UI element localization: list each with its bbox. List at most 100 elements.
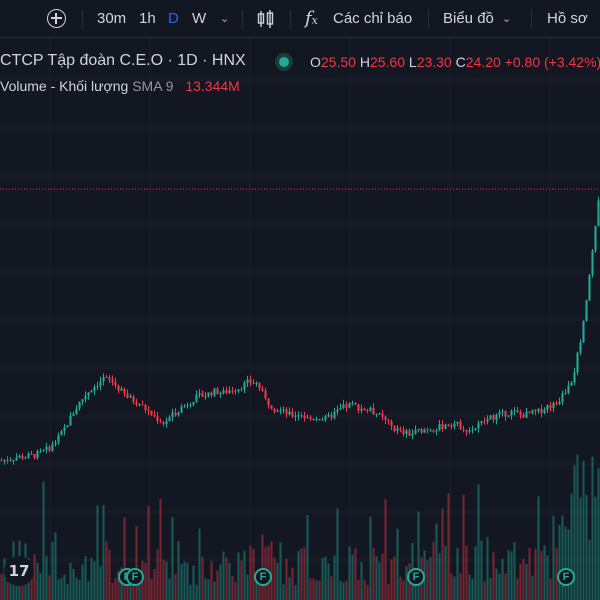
- chevron-down-icon[interactable]: ⌄: [220, 13, 230, 25]
- volume-bar: [144, 562, 147, 600]
- candle-body: [543, 409, 546, 414]
- candle-body: [597, 200, 600, 227]
- candle-body: [294, 415, 297, 417]
- volume-bar: [66, 584, 69, 600]
- market-status-dot: [279, 57, 289, 67]
- candle-body: [480, 421, 483, 424]
- volume-bar: [594, 496, 597, 600]
- volume-bar: [384, 499, 387, 600]
- candle-body: [345, 404, 348, 408]
- event-marker[interactable]: F: [254, 568, 272, 586]
- volume-bar: [21, 578, 24, 600]
- candle-body: [363, 408, 366, 411]
- candle-body: [27, 453, 30, 458]
- volume-bar: [78, 580, 81, 600]
- chart-menu-button[interactable]: Biểu đồ: [443, 10, 494, 27]
- candle-body: [360, 408, 363, 411]
- candle-body: [180, 406, 183, 413]
- candle-body: [459, 421, 462, 430]
- event-marker-label: F: [412, 571, 420, 583]
- candle-body: [264, 390, 267, 399]
- candle-body: [579, 342, 582, 353]
- event-marker[interactable]: F: [126, 568, 144, 586]
- volume-bar: [285, 558, 288, 600]
- candle-body: [150, 410, 153, 415]
- candle-body: [333, 411, 336, 418]
- candle-body: [111, 379, 114, 383]
- candle-body: [24, 457, 27, 459]
- interval-d-button[interactable]: D: [168, 10, 179, 27]
- candlestick-icon[interactable]: [257, 0, 275, 38]
- candle-body: [540, 408, 543, 414]
- volume-bar: [75, 577, 78, 600]
- volume-bar: [543, 545, 546, 600]
- price-chart[interactable]: [0, 38, 600, 600]
- candle-body: [159, 421, 162, 423]
- volume-label[interactable]: Volume - Khối lượng: [0, 78, 129, 94]
- profile-button[interactable]: Hồ sơ: [547, 10, 588, 27]
- volume-bar: [450, 573, 453, 600]
- candle-body: [429, 430, 432, 432]
- candle-body: [246, 379, 249, 383]
- volume-bar: [129, 577, 132, 600]
- volume-bar: [183, 561, 186, 600]
- volume-bar: [48, 575, 51, 600]
- candle-body: [135, 402, 138, 405]
- volume-bar: [36, 562, 39, 600]
- candle-body: [462, 429, 465, 431]
- volume-bar: [261, 534, 264, 600]
- event-marker[interactable]: F: [407, 568, 425, 586]
- symbol-title[interactable]: CTCP Tập đoàn C.E.O · 1D · HNX: [0, 52, 246, 69]
- volume-bar: [180, 564, 183, 600]
- volume-bar: [219, 564, 222, 600]
- candle-body: [273, 408, 276, 412]
- candle-body: [132, 396, 135, 403]
- volume-bar: [507, 550, 510, 600]
- candle-body: [381, 413, 384, 417]
- interval-1h-button[interactable]: 1h: [139, 10, 156, 27]
- candle-body: [453, 423, 456, 427]
- volume-bar: [105, 541, 108, 600]
- candle-body: [252, 382, 255, 384]
- chevron-down-icon[interactable]: ⌄: [502, 13, 512, 25]
- candle-body: [588, 274, 591, 301]
- event-marker[interactable]: F: [557, 568, 575, 586]
- low-label: L: [408, 54, 417, 70]
- candle-body: [327, 414, 330, 417]
- volume-bar: [414, 579, 417, 600]
- volume-bar: [492, 552, 495, 600]
- volume-bar: [360, 561, 363, 600]
- volume-bar: [336, 508, 339, 600]
- volume-bar: [204, 578, 207, 600]
- volume-bar: [375, 556, 378, 600]
- plus-circle-icon[interactable]: [47, 9, 66, 28]
- candle-body: [465, 429, 468, 432]
- candle-body: [504, 410, 507, 417]
- candle-body: [99, 381, 102, 387]
- volume-bar: [162, 559, 165, 600]
- tradingview-logo[interactable]: 17: [4, 556, 34, 586]
- candle-body: [270, 405, 273, 409]
- candle-body: [372, 407, 375, 415]
- candle-body: [483, 421, 486, 423]
- change-value: +0.80 (+3.42%): [504, 54, 600, 70]
- interval-w-button[interactable]: W: [192, 10, 207, 27]
- candle-body: [174, 412, 177, 416]
- candle-body: [96, 386, 99, 388]
- candle-body: [72, 414, 75, 416]
- volume-bar: [51, 541, 54, 600]
- volume-bar: [585, 495, 588, 600]
- candle-body: [153, 414, 156, 417]
- volume-bar: [393, 556, 396, 600]
- indicators-button[interactable]: Các chỉ báo: [333, 10, 413, 27]
- candle-body: [183, 405, 186, 407]
- fx-icon[interactable]: fx: [305, 8, 318, 29]
- volume-bar: [159, 498, 162, 600]
- volume-bar: [459, 573, 462, 600]
- volume-bar: [210, 561, 213, 600]
- candle-body: [192, 402, 195, 405]
- interval-30m-button[interactable]: 30m: [97, 10, 127, 27]
- volume-bar: [387, 583, 390, 600]
- candle-body: [369, 407, 372, 411]
- candle-body: [54, 442, 57, 445]
